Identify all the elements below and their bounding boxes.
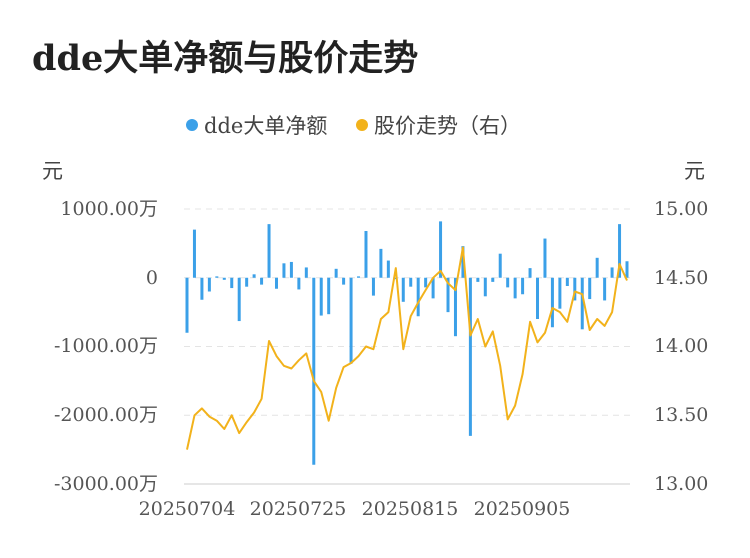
dde-bar [580,277,584,330]
dde-bar [431,277,435,299]
dde-bar [558,277,562,309]
gridlines [184,208,630,485]
dde-bars [185,221,629,465]
dde-bar [334,268,338,278]
left-axis: 1000.00万 0 -1000.00万 -2000.00万 -3000.00万 [54,198,158,495]
dde-bar [618,224,622,278]
left-tick-label: -1000.00万 [54,335,158,357]
right-tick-label: 15.00 [654,198,708,220]
dde-bar [498,253,502,278]
dde-bar [401,277,405,302]
dde-bar [237,277,241,322]
dde-bar [371,277,375,296]
dde-bar [289,261,293,278]
dde-bar [312,277,316,465]
dde-bar [491,277,495,282]
dde-bar [521,277,525,295]
left-tick-label: -2000.00万 [54,404,158,426]
dde-bar [543,238,547,278]
dde-bar [588,277,592,300]
right-axis-unit: 元 [684,159,705,183]
price-line-group [186,246,628,450]
dde-bar [192,229,196,278]
dde-bar [297,277,301,290]
dde-bar [349,277,353,364]
x-tick-label: 20250704 [139,498,236,520]
dde-bar [506,277,510,288]
left-tick-label: 1000.00万 [60,198,158,220]
dde-bar [603,277,607,301]
right-tick-label: 14.50 [654,267,708,289]
left-tick-label: 0 [146,267,158,289]
dde-bar [528,268,532,278]
dde-bar [379,248,383,278]
dde-bar [215,276,219,278]
x-tick-label: 20250725 [250,498,347,520]
legend-marker-price [356,119,368,131]
dde-bar [550,277,554,328]
dde-bar [446,277,450,313]
left-axis-unit: 元 [42,159,63,183]
dde-bar [483,277,487,297]
price-line [186,246,628,450]
x-tick-label: 20250905 [474,498,571,520]
dde-bar [230,277,234,289]
right-axis: 15.00 14.50 14.00 13.50 13.00 [654,198,708,495]
dde-bar [222,277,226,280]
dde-bar [207,277,211,292]
dde-bar [260,277,264,285]
dde-bar [386,260,390,278]
dde-bar [409,277,413,287]
dde-bar [267,224,271,278]
dde-bar [595,257,599,278]
dde-bar [416,277,420,317]
dde-bar [245,277,249,287]
dde-bar [513,277,517,299]
dde-bar [282,263,286,278]
dde-bar [468,277,472,436]
dde-bar [461,246,465,278]
legend[interactable]: dde大单净额 股价走势（右） [186,114,521,138]
legend-label-price: 股价走势（右） [374,114,521,138]
dde-bar [304,267,308,278]
dde-bar [610,267,614,278]
right-tick-label: 14.00 [654,335,708,357]
legend-label-dde: dde大单净额 [204,114,327,138]
dde-bar [200,277,204,300]
dde-bar [573,277,577,301]
dde-bar [536,277,540,319]
right-tick-label: 13.50 [654,404,708,426]
chart-title: dde大单净额与股价走势 [32,38,419,79]
dde-bar [625,261,629,278]
dde-bar [364,231,368,278]
dde-bar [342,277,346,285]
dde-bar [185,277,189,333]
x-tick-label: 20250815 [362,498,459,520]
dde-bar [453,277,457,337]
dde-bar [476,277,480,282]
dde-bar [252,274,256,278]
dde-bar [439,221,443,278]
dde-bar [319,277,323,316]
dde-bar [424,277,428,288]
dde-bar [565,277,569,286]
legend-marker-dde [186,119,198,131]
dde-bar [274,277,278,289]
right-tick-label: 13.00 [654,473,708,495]
dde-bar [327,277,331,315]
left-tick-label: -3000.00万 [54,473,158,495]
x-axis: 20250704 20250725 20250815 20250905 [139,498,571,520]
dde-bar [357,276,361,278]
